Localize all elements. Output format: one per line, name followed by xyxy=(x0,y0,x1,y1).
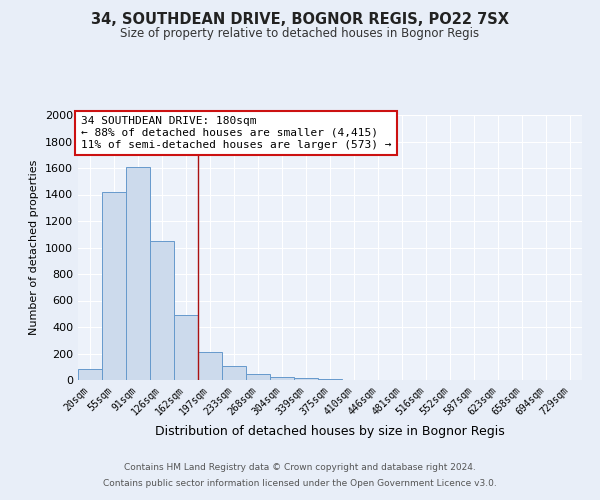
Text: 34 SOUTHDEAN DRIVE: 180sqm
← 88% of detached houses are smaller (4,415)
11% of s: 34 SOUTHDEAN DRIVE: 180sqm ← 88% of deta… xyxy=(80,116,391,150)
Bar xyxy=(126,166,150,380)
Bar xyxy=(78,370,102,380)
Bar xyxy=(102,192,126,380)
Text: Contains public sector information licensed under the Open Government Licence v3: Contains public sector information licen… xyxy=(103,478,497,488)
Bar xyxy=(174,315,198,380)
Bar xyxy=(270,376,294,380)
Bar xyxy=(222,366,246,380)
Text: Size of property relative to detached houses in Bognor Regis: Size of property relative to detached ho… xyxy=(121,28,479,40)
X-axis label: Distribution of detached houses by size in Bognor Regis: Distribution of detached houses by size … xyxy=(155,425,505,438)
Bar xyxy=(150,241,174,380)
Bar xyxy=(318,378,342,380)
Bar xyxy=(294,378,318,380)
Bar xyxy=(246,374,270,380)
Text: 34, SOUTHDEAN DRIVE, BOGNOR REGIS, PO22 7SX: 34, SOUTHDEAN DRIVE, BOGNOR REGIS, PO22 … xyxy=(91,12,509,28)
Y-axis label: Number of detached properties: Number of detached properties xyxy=(29,160,40,335)
Bar xyxy=(198,352,222,380)
Text: Contains HM Land Registry data © Crown copyright and database right 2024.: Contains HM Land Registry data © Crown c… xyxy=(124,464,476,472)
